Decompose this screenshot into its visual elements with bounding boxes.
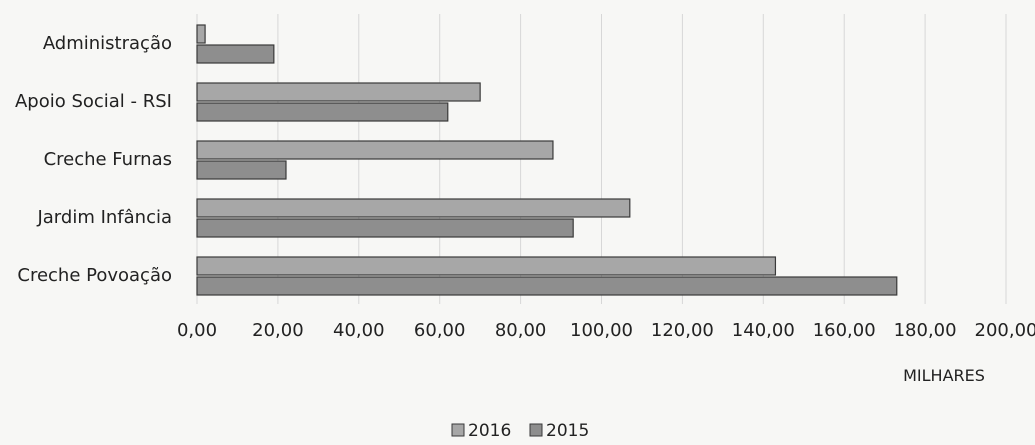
legend-label: 2016 xyxy=(468,421,511,441)
x-tick-label: 40,00 xyxy=(333,320,385,341)
category-label: Creche Furnas xyxy=(44,149,172,170)
bar-2016 xyxy=(196,82,481,102)
x-tick-label: 60,00 xyxy=(414,320,466,341)
bar-2016 xyxy=(196,24,206,44)
x-tick-label: 100,00 xyxy=(570,320,633,341)
bar-2015 xyxy=(196,276,898,296)
x-tick-label: 160,00 xyxy=(813,320,876,341)
legend-label: 2015 xyxy=(546,421,589,441)
x-tick-label: 140,00 xyxy=(732,320,795,341)
bar-2016 xyxy=(196,198,631,218)
x-tick-label: 120,00 xyxy=(651,320,714,341)
x-tick-labels: 0,00 20,00 40,00 60,00 80,00 100,00 120,00 140,… xyxy=(177,320,1035,341)
bars xyxy=(196,24,898,296)
x-axis-unit-label: MILHARES xyxy=(903,366,985,385)
category-label: Creche Povoação xyxy=(17,265,172,286)
category-label: Jardim Infância xyxy=(36,207,172,228)
bar-2015 xyxy=(196,44,275,64)
x-tick-label: 80,00 xyxy=(495,320,547,341)
category-label: Apoio Social - RSI xyxy=(15,91,172,112)
bar-2016 xyxy=(196,140,554,160)
bar-2015 xyxy=(196,218,574,238)
bar-2015 xyxy=(196,102,449,122)
category-labels: Administração Apoio Social - RSI Creche Fu… xyxy=(15,33,172,286)
legend: 2016 2015 xyxy=(451,421,589,441)
bar-2015 xyxy=(196,160,287,180)
x-tick-label: 200,00 xyxy=(975,320,1035,341)
legend-swatch xyxy=(451,423,465,437)
x-tick-label: 20,00 xyxy=(252,320,304,341)
bar-2016 xyxy=(196,256,777,276)
x-tick-label: 0,00 xyxy=(177,320,217,341)
category-label: Administração xyxy=(43,33,172,54)
legend-swatch xyxy=(529,423,543,437)
x-tick-label: 180,00 xyxy=(894,320,957,341)
